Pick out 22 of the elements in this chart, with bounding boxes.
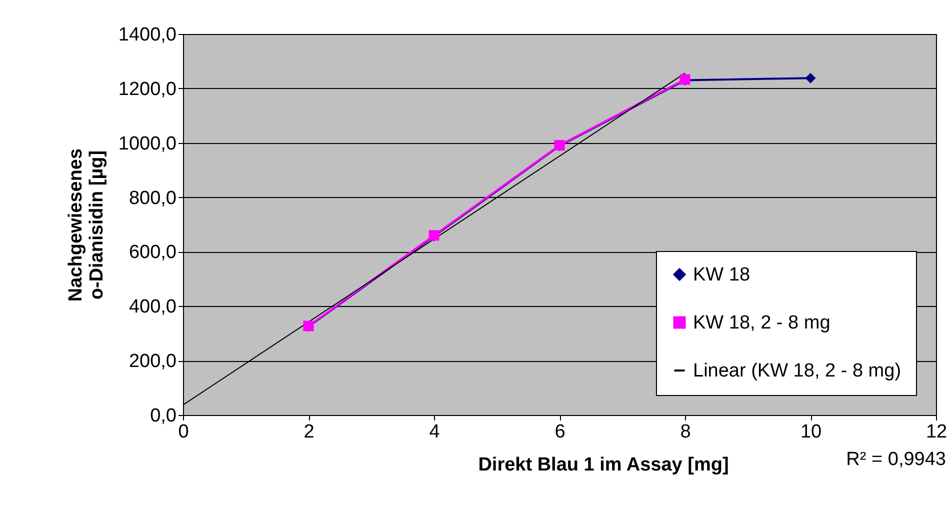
y-tick-label: 1200,0	[118, 78, 176, 100]
x-tick-label: 10	[800, 422, 822, 442]
y-tick-label: 800,0	[128, 188, 176, 209]
x-tick-label: 4	[429, 422, 440, 442]
legend-label: KW 18, 2 - 8 mg	[693, 312, 830, 334]
x-tick-label: 12	[926, 422, 948, 442]
y-tick-label: 600,0	[128, 242, 176, 264]
x-axis-title: Direkt Blau 1 im Assay [mg]	[478, 454, 729, 476]
legend-label: Linear (KW 18, 2 - 8 mg)	[693, 360, 902, 382]
y-tick-label: 0,0	[150, 406, 176, 426]
point	[805, 72, 816, 84]
y-tick-label: 400,0	[128, 296, 176, 318]
x-tick-label: 0	[178, 422, 189, 442]
y-axis-title: Nachgewiesenes o-Dianisidin [µg]	[65, 148, 108, 302]
text: R² = 0,9943	[846, 449, 946, 470]
y-tick-label: 1400,0	[118, 24, 176, 46]
legend-label: KW 18	[693, 264, 750, 286]
x-tick-label: 2	[304, 422, 314, 442]
y-tick-label: 1000,0	[118, 133, 176, 154]
x-tick-label: 6	[554, 422, 566, 442]
x-tick-label: 8	[680, 422, 691, 442]
y-tick-label: 200,0	[128, 351, 176, 372]
